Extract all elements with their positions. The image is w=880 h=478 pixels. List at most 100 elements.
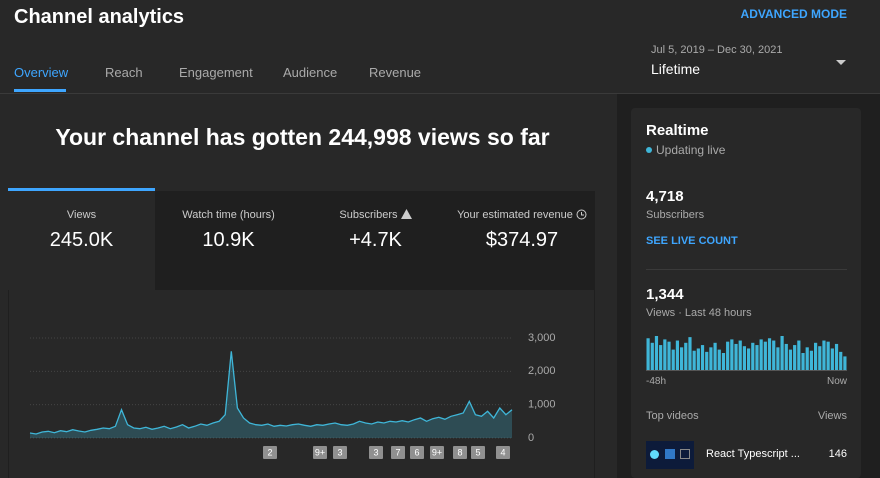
- divider: [646, 269, 847, 270]
- divider: [0, 93, 880, 94]
- dropdown-arrow[interactable]: [836, 60, 846, 65]
- tab[interactable]: Revenue: [369, 65, 422, 80]
- realtime-bar: [713, 342, 717, 370]
- realtime-bar: [839, 351, 843, 370]
- views-line: [29, 351, 513, 435]
- views-chart: 0 1,000 2,000 3,000 2 9+ 3 3 7 6 9+ 8 5 4: [29, 332, 556, 459]
- annotation-box: [369, 446, 383, 459]
- realtime-bar: [818, 346, 822, 370]
- tab[interactable]: Engagement: [179, 65, 253, 80]
- realtime-bar: [797, 340, 801, 370]
- realtime-bar: [751, 342, 755, 370]
- realtime-bar: [680, 347, 684, 370]
- realtime-bar: [759, 339, 763, 370]
- annotation-label: 5: [475, 447, 480, 457]
- realtime-bar: [730, 339, 734, 370]
- annotation-label: 9+: [432, 447, 442, 457]
- realtime-bar: [830, 348, 834, 370]
- date-label[interactable]: Lifetime: [651, 61, 701, 77]
- realtime-bar: [734, 343, 738, 370]
- realtime-bar: [717, 349, 721, 370]
- top-videos: Top videos: [646, 410, 699, 422]
- annotation-box: [391, 446, 405, 459]
- views-label: Views · Last 48 hours: [646, 307, 752, 319]
- realtime-bar: [767, 338, 772, 370]
- y-tick-label: 3,000: [528, 332, 556, 344]
- realtime-bar: [809, 350, 813, 370]
- tab[interactable]: Reach: [105, 65, 143, 80]
- realtime-bar: [826, 341, 830, 370]
- annotation-label: 3: [373, 447, 378, 457]
- realtime-bar: [646, 338, 650, 370]
- subscriber-count: 4,718: [646, 188, 684, 205]
- realtime-status: Updating live: [656, 143, 726, 157]
- annotation-box: [333, 446, 347, 459]
- annotation-box: [263, 446, 277, 459]
- metric-card[interactable]: Watch time (hours) 10.9K: [155, 191, 302, 290]
- metric-label: Your estimated revenue: [457, 209, 573, 221]
- realtime-bar: [684, 342, 688, 370]
- metric-value: $374.97: [485, 229, 559, 251]
- realtime-bar: [742, 346, 746, 370]
- realtime-bar: [659, 345, 663, 370]
- realtime-panel: [631, 108, 861, 478]
- realtime-bar: [788, 349, 793, 370]
- advanced-mode[interactable]: ADVANCED MODE: [740, 7, 847, 21]
- realtime-bar: [726, 341, 730, 370]
- realtime-bars: [646, 336, 847, 370]
- see-live-count[interactable]: SEE LIVE COUNT: [646, 235, 738, 247]
- annotation-label: 8: [457, 447, 462, 457]
- realtime-bar: [763, 341, 767, 370]
- annotation-label: 2: [267, 447, 272, 457]
- realtime-bar: [700, 345, 705, 370]
- annotation-label: 7: [395, 447, 400, 457]
- annotation-box: [313, 446, 327, 459]
- metric-label: Subscribers: [339, 209, 398, 221]
- tab[interactable]: Audience: [283, 65, 338, 80]
- annotation-label: 4: [500, 447, 505, 457]
- realtime-bar: [738, 340, 742, 370]
- views-count: 1,344: [646, 286, 684, 303]
- annotation-box: [410, 446, 424, 459]
- video-thumbnail[interactable]: [646, 441, 694, 469]
- metric-value: 245.0K: [49, 229, 114, 251]
- realtime-title: Realtime: [646, 122, 709, 139]
- realtime-bar: [801, 353, 805, 370]
- metric-value: 10.9K: [202, 229, 255, 251]
- metric-card[interactable]: Views 245.0K: [8, 188, 155, 290]
- y-tick-label: 1,000: [528, 399, 556, 411]
- bars-start: -48h: [646, 376, 667, 387]
- date-range[interactable]: Jul 5, 2019 – Dec 30, 2021: [651, 44, 783, 56]
- headline: Your channel has gotten 244,998 views so…: [55, 124, 550, 150]
- realtime-bar: [650, 342, 654, 370]
- realtime-bar: [671, 349, 675, 370]
- metric-value: +4.7K: [349, 229, 402, 251]
- tab-underline: [14, 89, 66, 92]
- metric-card[interactable]: Your estimated revenue $374.97: [449, 191, 595, 290]
- realtime-bar: [709, 347, 713, 370]
- video-title[interactable]: React Typescript ...: [706, 448, 800, 460]
- realtime-bar: [654, 336, 659, 370]
- realtime-bar: [705, 351, 709, 370]
- bars-end: Now: [826, 376, 847, 387]
- tab[interactable]: Overview: [14, 65, 69, 80]
- y-tick-label: 0: [528, 432, 534, 444]
- realtime-bar: [721, 353, 726, 370]
- realtime-bar: [772, 340, 776, 370]
- subscriber-label: Subscribers: [646, 209, 705, 221]
- annotation-label: 3: [337, 447, 342, 457]
- annotation-box: [471, 446, 485, 459]
- metric-label: Watch time (hours): [182, 209, 275, 221]
- y-tick-label: 2,000: [528, 365, 556, 377]
- page-title: Channel analytics: [14, 6, 185, 28]
- realtime-bar: [793, 345, 797, 370]
- clock-icon: [576, 209, 587, 220]
- realtime-bar: [834, 343, 839, 370]
- realtime-bar: [688, 337, 692, 370]
- realtime-bar: [814, 342, 818, 370]
- live-dot: [646, 147, 652, 153]
- metric-card[interactable]: Subscribers +4.7K: [302, 191, 449, 290]
- realtime-bar: [747, 348, 751, 370]
- realtime-bar: [784, 343, 788, 370]
